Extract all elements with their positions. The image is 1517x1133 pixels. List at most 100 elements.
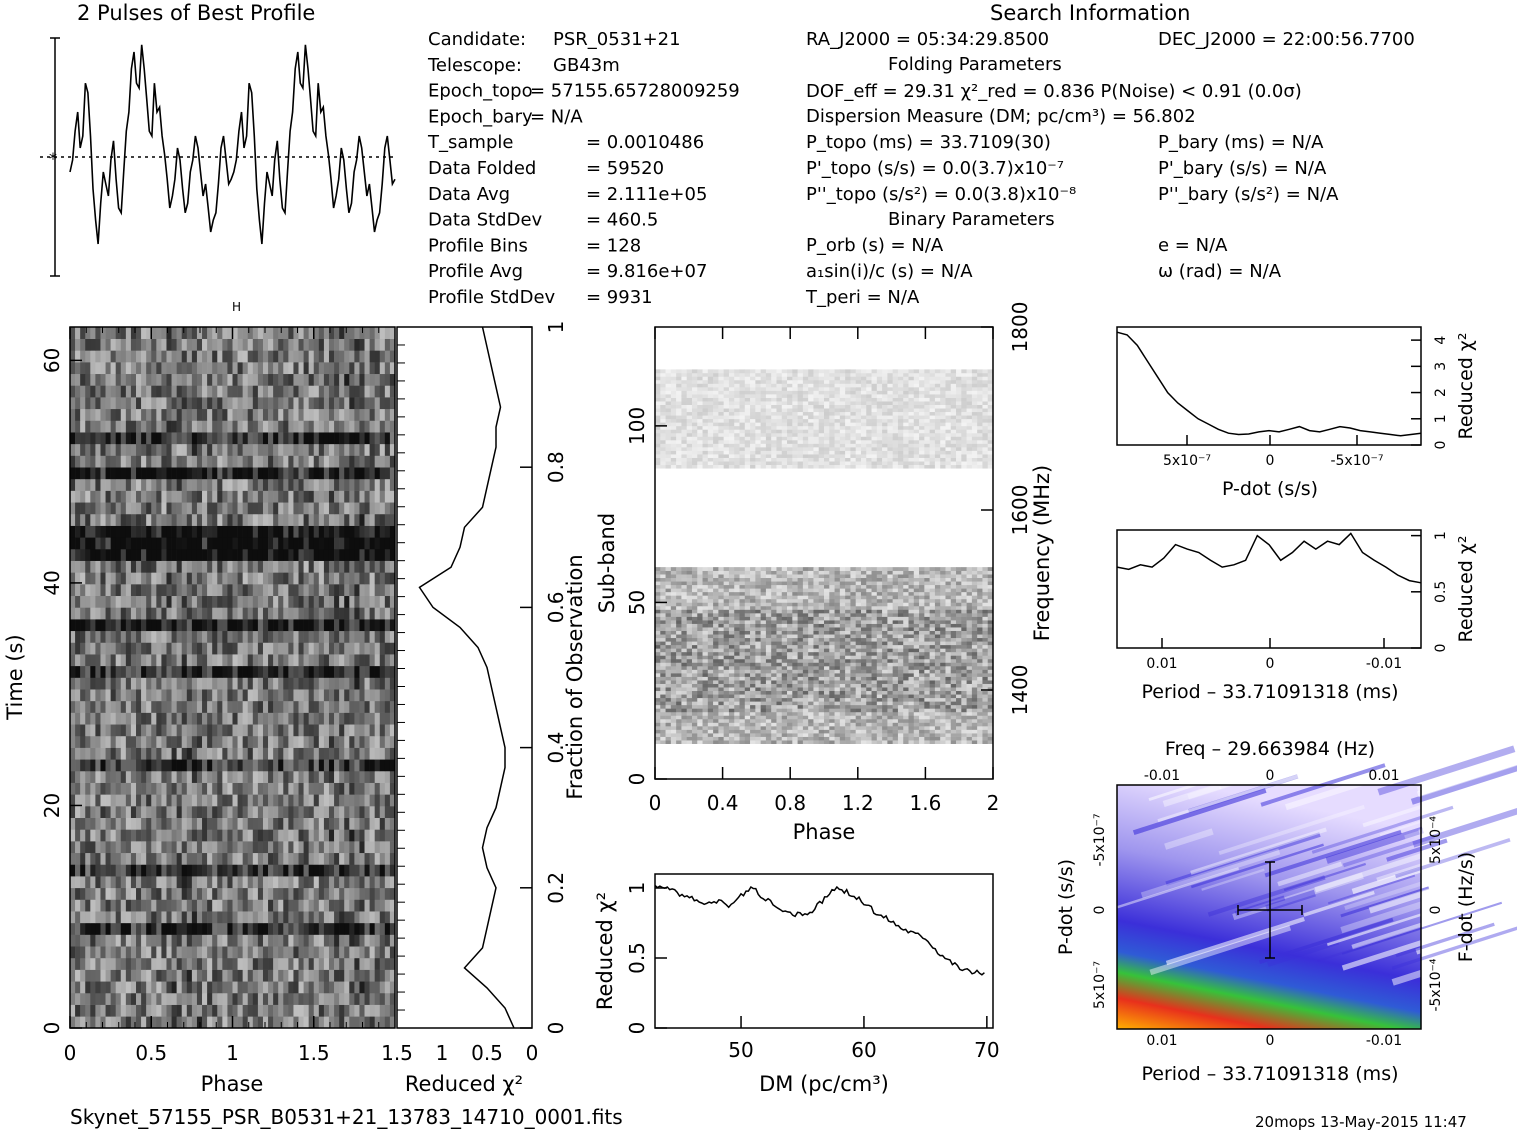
tp-ylabel: Time (s) [3, 634, 27, 720]
small-x-tick: 0.01 [1146, 656, 1177, 672]
small-x-tick: -0.01 [1366, 656, 1402, 672]
small-x-tick: 0 [1266, 656, 1275, 672]
time-phase-panel: 0 0.5 1 1.5 0 20 40 60 Phase Time (s) H [3, 300, 396, 1096]
info-label: Epoch_bary [428, 106, 533, 127]
period-chi2-panel: 0.01 0 -0.01 0 0.5 1 Period – 33.71091318 (ms)… [1116, 529, 1477, 703]
sb-freq-tick: 1800 [1008, 302, 1032, 353]
folding-title: Folding Parameters [888, 54, 1062, 75]
tp-x-tick: 1.5 [298, 1041, 330, 1065]
dm-y-tick: 0 [625, 1022, 649, 1035]
sb-freq-label: Frequency (MHz) [1030, 465, 1054, 641]
tp-y-tick: 60 [40, 348, 64, 373]
dec-text: DEC_J2000 = 22:00:56.7700 [1158, 29, 1415, 50]
sb-ylabel: Sub-band [595, 513, 619, 613]
info-value: = 9931 [586, 287, 653, 308]
tc-y-tick: 0.4 [544, 732, 568, 764]
dm-x-tick: 50 [728, 1038, 753, 1062]
footer-stamp: 20mops 13-May-2015 11:47 [1255, 1113, 1467, 1131]
dm-y-tick: 1 [625, 882, 649, 895]
info-label: Data Folded [428, 158, 536, 179]
tp-x-tick: 0 [64, 1041, 77, 1065]
pdot-chi2-line [1116, 331, 1422, 437]
time-chi2-line [418, 326, 515, 1029]
pp-top-tick: 0.01 [1368, 768, 1399, 784]
subband-panel: 0 0.4 0.8 1.2 1.6 2 0 50 100 1400 1600 1800 Phase Sub… [595, 302, 1054, 844]
small-y-tick: 0 [1433, 441, 1449, 450]
p-bary-text: P_bary (ms) = N/A [1158, 132, 1324, 153]
info-left: Candidate: PSR_0531+21 Telescope: GB43m Epoc… [427, 29, 740, 308]
small-y-tick: 1 [1433, 414, 1449, 423]
pp-right-tick: 5x10⁻⁴ [1428, 816, 1444, 864]
pdd-bary-text: P''_bary (s/s²) = N/A [1158, 184, 1339, 205]
dm-x-tick: 70 [974, 1038, 999, 1062]
info-value: GB43m [553, 55, 620, 76]
tc-y-tick: 0.8 [544, 451, 568, 483]
dm-x-tick: 60 [851, 1038, 876, 1062]
pp-top-tick: 0 [1266, 768, 1275, 784]
porb-text: P_orb (s) = N/A [806, 235, 944, 256]
sb-x-tick: 0 [649, 791, 662, 815]
tp-y-tick: 40 [40, 570, 64, 595]
pp-right-tick: -5x10⁻⁴ [1428, 958, 1444, 1011]
tc-x-tick: 1 [436, 1041, 449, 1065]
search-info-title: Search Information [990, 1, 1190, 25]
info-label: Profile Bins [428, 235, 528, 256]
dm-chi2-line [654, 884, 985, 976]
period-chi2-line [1116, 532, 1422, 584]
small-y-tick: 1 [1433, 531, 1449, 540]
tc-y-tick: 0.2 [544, 872, 568, 904]
small-ylabel: Reduced χ² [1455, 536, 1477, 643]
info-mid: RA_J2000 = 05:34:29.8500 Folding Paramet… [805, 29, 1302, 308]
time-chi2-frame [396, 326, 533, 1029]
sb-x-tick: 2 [987, 791, 1000, 815]
small-y-tick: 2 [1433, 388, 1449, 397]
dm-ylabel: Reduced χ² [593, 892, 617, 1010]
pp-right-tick: 0 [1428, 906, 1444, 915]
omega-text: ω (rad) = N/A [1158, 261, 1282, 282]
dm-y-tick: 0.5 [625, 942, 649, 974]
tc-y-tick: 0.6 [544, 591, 568, 623]
ppdot-frame [1116, 784, 1422, 1030]
pp-right-label: F-dot (Hz/s) [1455, 852, 1477, 962]
small-y-tick: 0.5 [1433, 581, 1449, 603]
pd-topo-text: P'_topo (s/s) = 0.0(3.7)x10⁻⁷ [806, 158, 1064, 179]
pp-top-tick: -0.01 [1144, 768, 1180, 784]
info-label: Data Avg [428, 184, 510, 205]
info-value: = 460.5 [586, 210, 658, 231]
info-label: Profile StdDev [428, 287, 556, 308]
dm-chi2-frame [654, 873, 994, 1029]
info-right: DEC_J2000 = 22:00:56.7700 P_bary (ms) = … [1158, 29, 1415, 282]
pp-y-tick: 0 [1092, 906, 1108, 915]
tc-x-tick: 0 [526, 1041, 539, 1065]
sb-y-tick: 50 [625, 590, 649, 615]
tc-x-tick: 1.5 [381, 1041, 413, 1065]
sb-y-tick: 100 [625, 407, 649, 445]
sb-x-tick: 1.6 [909, 791, 941, 815]
subband-frame [654, 326, 994, 780]
dm-xlabel: DM (pc/cm³) [759, 1072, 889, 1096]
small-y-tick: 0 [1433, 644, 1449, 653]
dof-text: DOF_eff = 29.31 χ²_red = 0.836 P(Noise) … [806, 81, 1302, 102]
pp-x-tick: 0 [1266, 1033, 1275, 1049]
period-chi2-frame [1116, 529, 1422, 649]
sb-y-tick: 0 [625, 773, 649, 786]
sb-x-tick: 0.4 [707, 791, 739, 815]
profile-title: 2 Pulses of Best Profile [77, 1, 315, 25]
info-value: PSR_0531+21 [553, 29, 681, 50]
pp-y-tick: -5x10⁻⁷ [1092, 813, 1108, 866]
tp-y-tick: 20 [40, 793, 64, 818]
dm-chi2-panel: 50 60 70 0 0.5 1 DM (pc/cm³) Reduced χ² [593, 873, 1000, 1096]
info-value: = 128 [586, 235, 641, 256]
sb-freq-tick: 1600 [1008, 485, 1032, 536]
binary-title: Binary Parameters [888, 209, 1055, 230]
pdd-topo-text: P''_topo (s/s²) = 0.0(3.8)x10⁻⁸ [806, 184, 1076, 205]
small-y-tick: 3 [1433, 362, 1449, 371]
sb-x-tick: 1.2 [842, 791, 874, 815]
pdot-chi2-frame [1116, 326, 1422, 446]
info-value: = 0.0010486 [586, 132, 704, 153]
footer-filename: Skynet_57155_PSR_B0531+21_13783_14710_00… [70, 1105, 623, 1129]
pdot-chi2-panel: 5x10⁻⁷ 0 -5x10⁻⁷ 0 1 2 3 4 P-dot (s/s) Reduced χ² [1116, 326, 1477, 500]
tc-y-tick: 1 [544, 321, 568, 334]
small-xlabel: Period – 33.71091318 (ms) [1141, 681, 1398, 703]
time-chi2-panel: 1.5 1 0.5 00 0.2 0.4 0.6 0.8 1 Reduced χ² Fraction… [381, 321, 587, 1096]
